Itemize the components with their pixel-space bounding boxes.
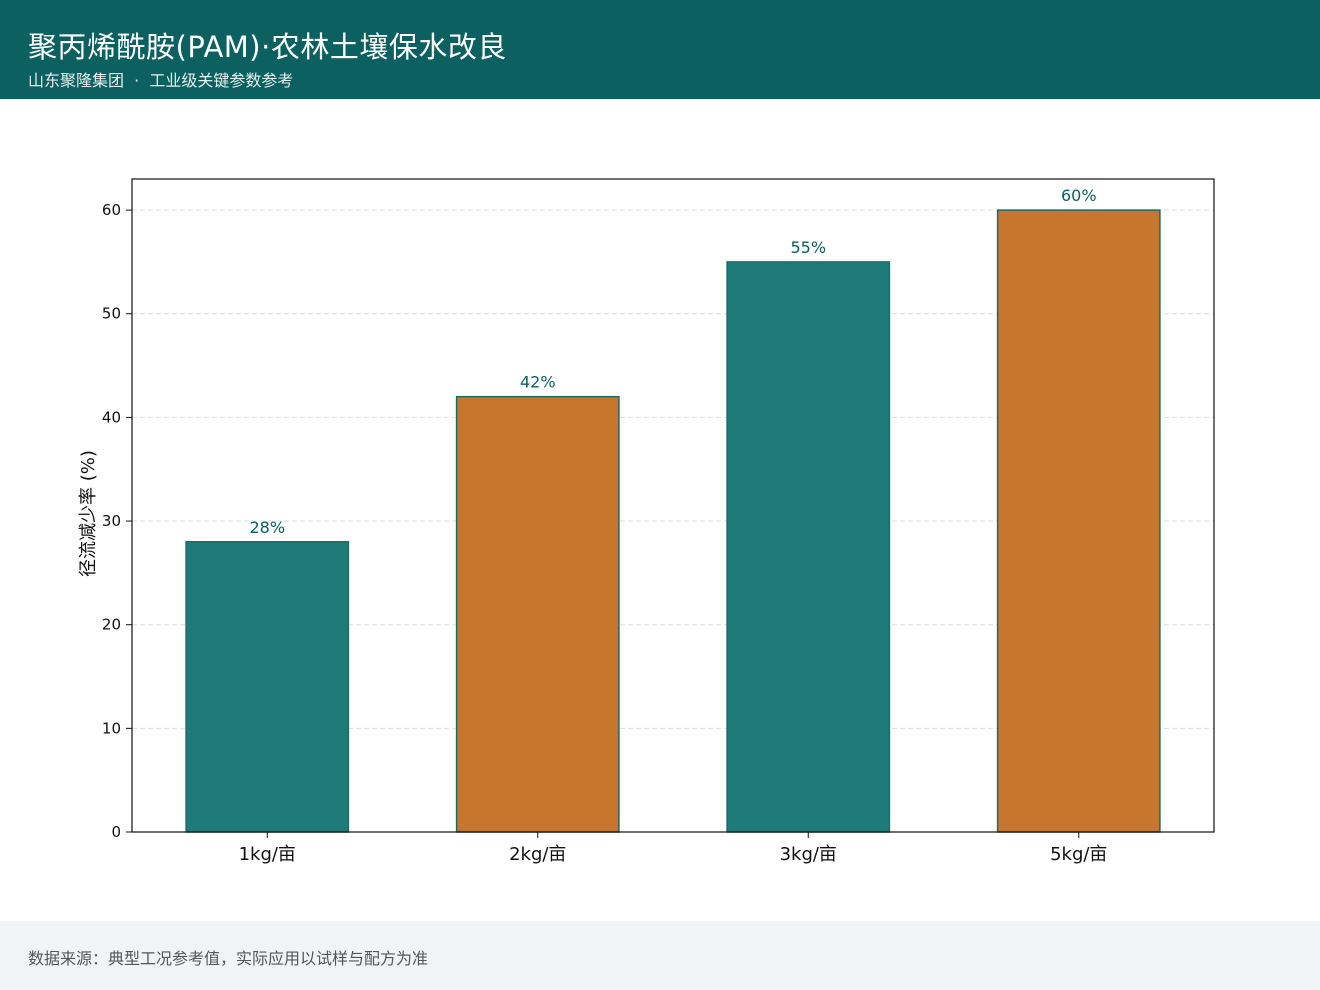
bar-2 <box>455 395 620 833</box>
x-tick-label: 3kg/亩 <box>780 844 837 865</box>
data-source-note: 数据来源：典型工况参考值，实际应用以试样与配方为准 <box>28 949 429 968</box>
value-label: 28% <box>249 518 285 537</box>
page-title: 聚丙烯酰胺(PAM)·农林土壤保水改良 <box>28 30 507 64</box>
value-label: 60% <box>1061 186 1097 205</box>
page-subtitle: 山东聚隆集团 · 工业级关键参数参考 <box>28 71 294 90</box>
bar-4 <box>996 209 1161 833</box>
header-banner: 聚丙烯酰胺(PAM)·农林土壤保水改良 山东聚隆集团 · 工业级关键参数参考 <box>0 0 1320 99</box>
axes: 0 10 20 30 40 50 60 1kg/亩 2kg/亩 3kg/亩 5kg/亩 <box>102 201 1108 865</box>
value-label: 55% <box>790 238 826 257</box>
y-axis-label: 径流减少率 (%) <box>78 450 99 577</box>
x-tick-label: 2kg/亩 <box>509 844 566 865</box>
y-tick-label: 40 <box>102 408 121 426</box>
y-tick-label: 10 <box>102 719 121 737</box>
bar-1 <box>185 541 350 833</box>
x-tick-label: 5kg/亩 <box>1050 844 1107 865</box>
y-tick-label: 30 <box>102 512 121 530</box>
footer: 数据来源：典型工况参考值，实际应用以试样与配方为准 <box>0 921 1320 990</box>
bar-chart: 28% 42% 55% 60% 0 10 20 30 40 50 60 1kg/亩 2kg/亩 3kg/… <box>78 178 1215 865</box>
y-tick-label: 20 <box>102 616 121 634</box>
y-tick-label: 60 <box>102 201 121 219</box>
value-label: 42% <box>520 373 556 392</box>
y-tick-label: 50 <box>102 305 121 323</box>
plot-frame <box>131 178 1215 833</box>
x-tick-label: 1kg/亩 <box>239 844 296 865</box>
y-tick-label: 0 <box>111 823 121 841</box>
value-labels: 28% 42% 55% 60% <box>249 186 1096 537</box>
bar-3 <box>726 261 891 833</box>
